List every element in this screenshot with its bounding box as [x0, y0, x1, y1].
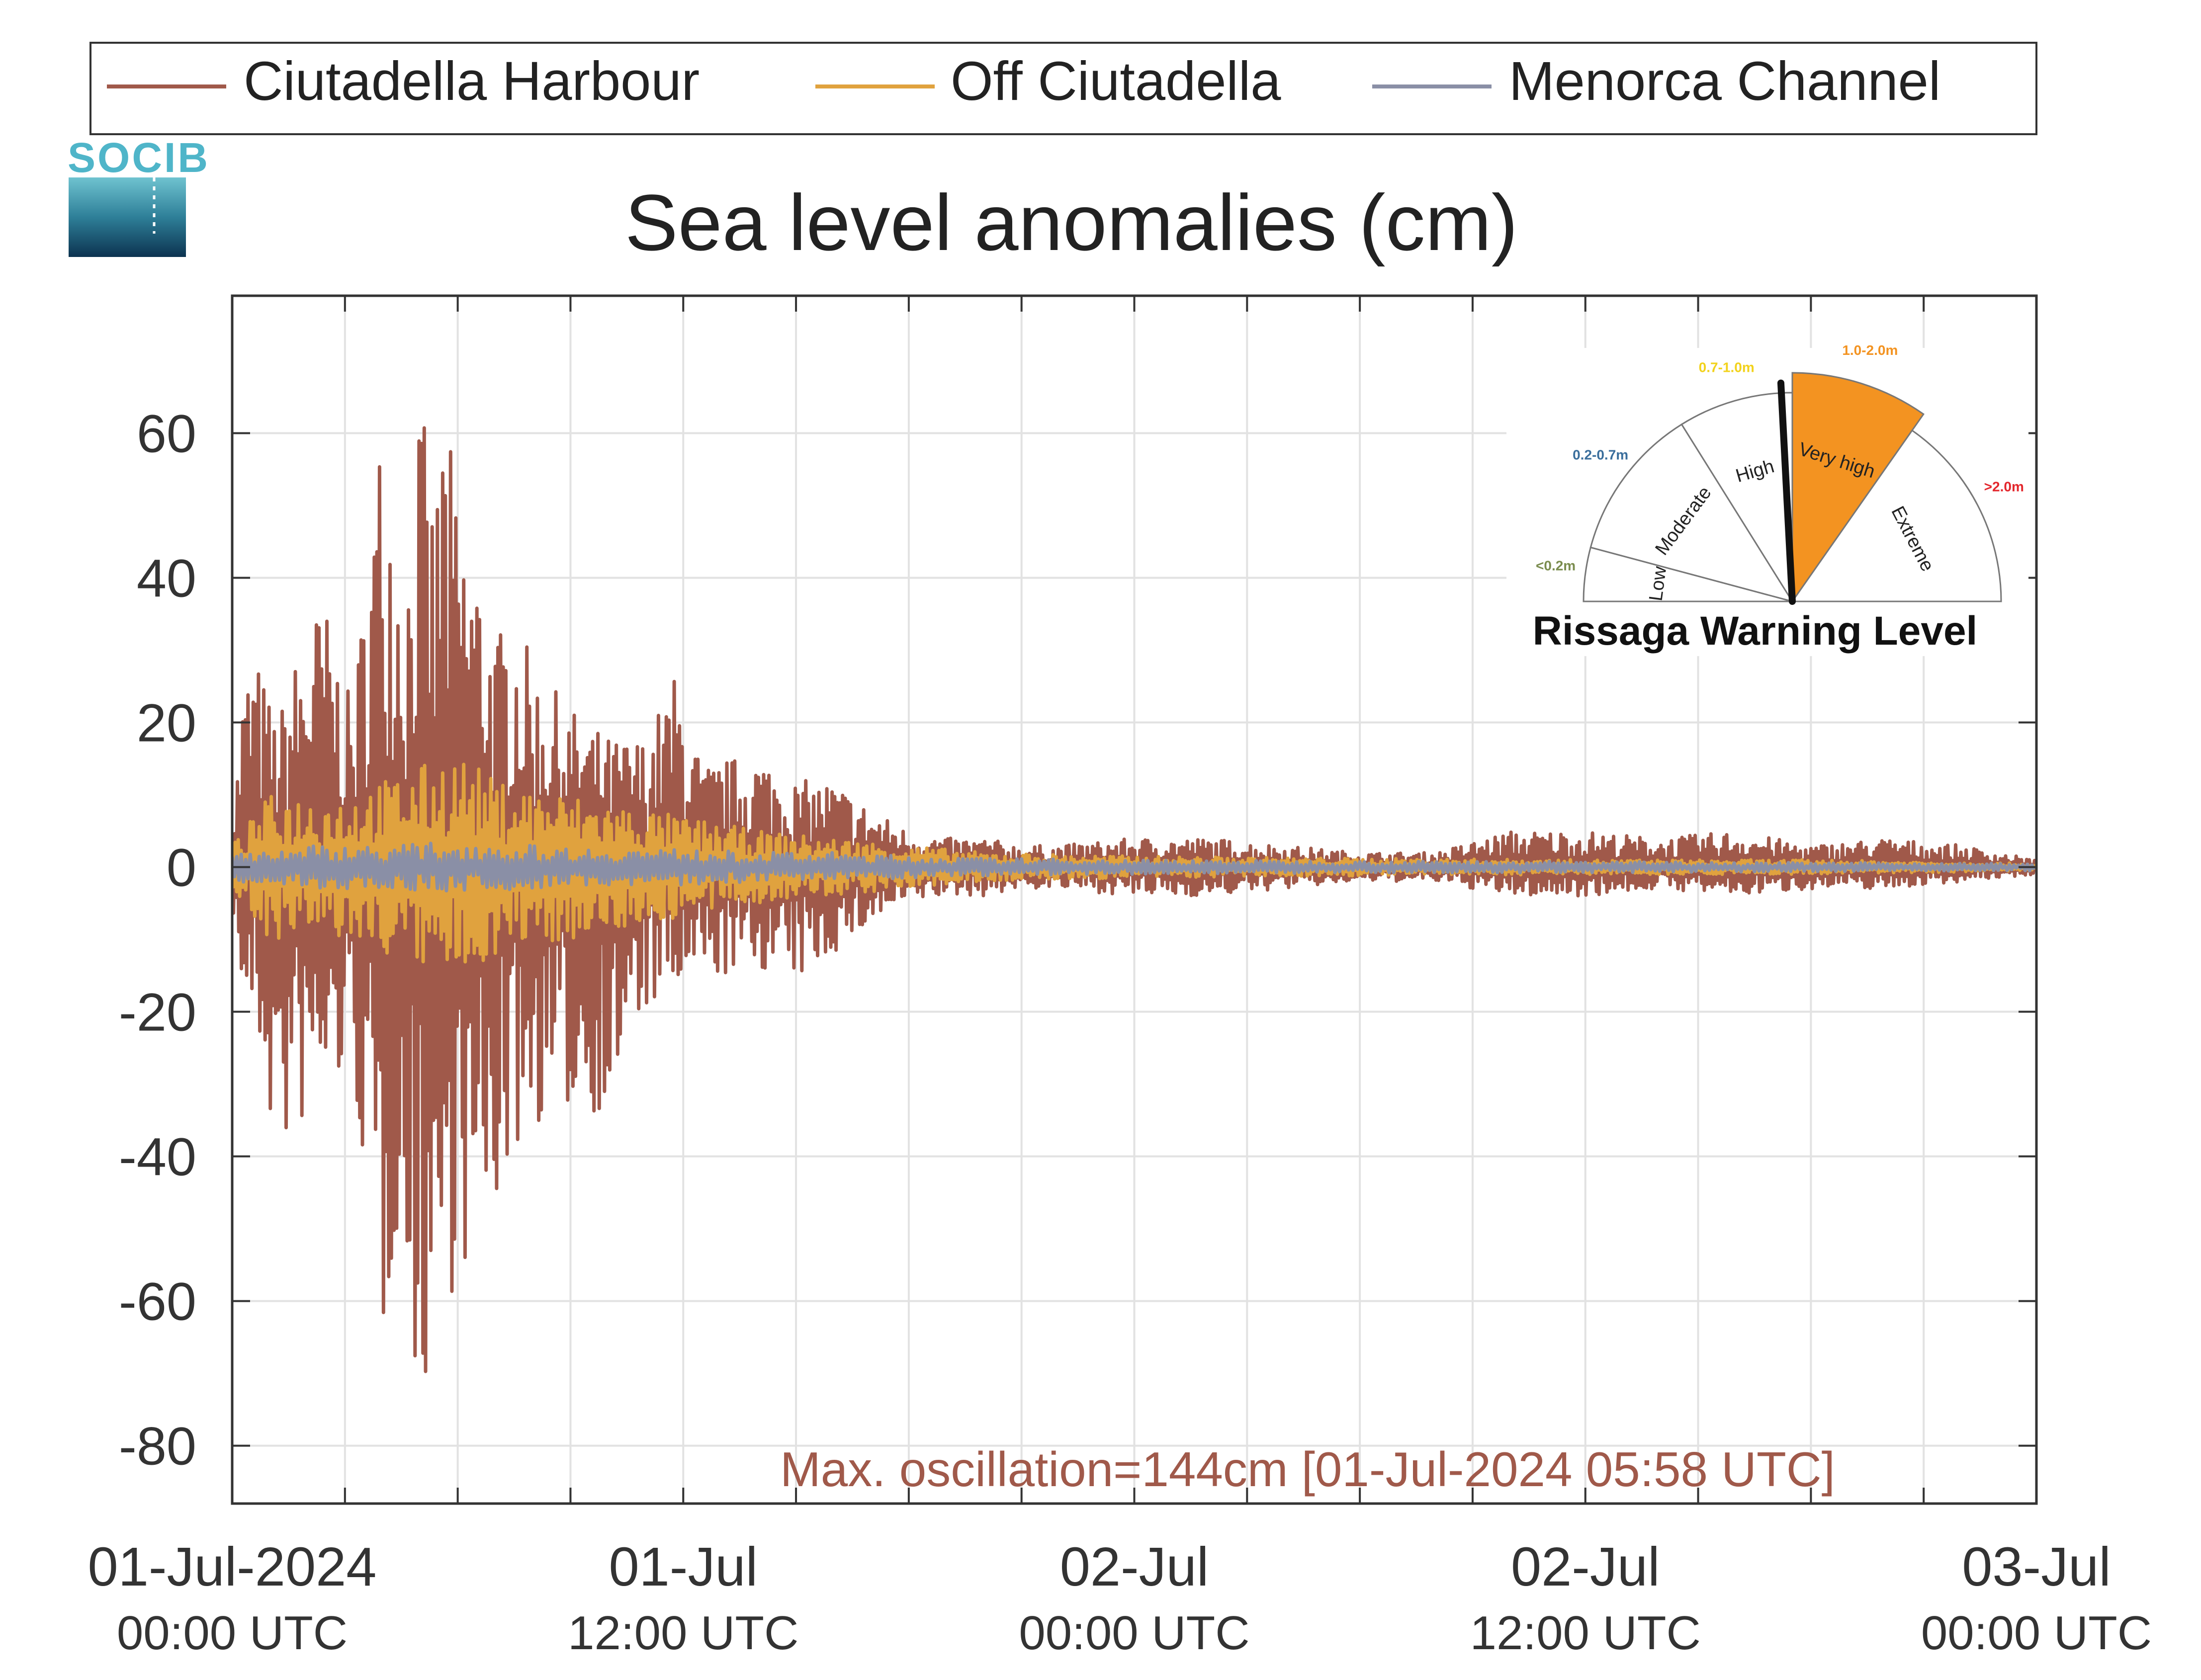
gauge-sector — [1589, 423, 1794, 603]
gauge-range-label: <0.2m — [1536, 558, 1576, 573]
legend-label-off: Off Ciutadella — [951, 51, 1281, 112]
gauge-title: Rissaga Warning Level — [1533, 608, 1978, 654]
y-tick-label: 20 — [137, 693, 196, 753]
y-tick-label: 60 — [137, 403, 196, 463]
x-tick-labels: 01-Jul-2024 00:00 UTC 01-Jul 12:00 UTC 02-Ju… — [88, 1536, 2152, 1660]
y-tick-label: -20 — [119, 982, 196, 1042]
gauge-range-label: 0.2-0.7m — [1573, 447, 1628, 462]
x-tick-label-time: 00:00 UTC — [1019, 1606, 1249, 1660]
x-tick-label-date: 02-Jul — [1511, 1536, 1660, 1597]
gauge-range-label: 1.0-2.0m — [1842, 342, 1898, 358]
x-tick-label-time: 12:00 UTC — [1470, 1606, 1701, 1660]
gauge-needle — [1777, 379, 1796, 605]
max-oscillation-annotation: Max. oscillation=144cm [01-Jul-2024 05:5… — [780, 1442, 1835, 1497]
legend-label-channel: Menorca Channel — [1509, 51, 1940, 112]
gauge-sector — [1791, 429, 2002, 602]
y-tick-label: -60 — [119, 1271, 196, 1332]
gauge-range-label: 0.7-1.0m — [1699, 360, 1755, 375]
series-layer — [232, 426, 2036, 1373]
x-tick-label-time: 00:00 UTC — [117, 1606, 348, 1660]
series-line — [232, 841, 2036, 893]
logo-text: SOCIB — [68, 134, 210, 181]
socib-logo: SOCIB — [68, 134, 210, 257]
gauge-sector-label: Low — [1646, 565, 1671, 602]
x-tick-label-date: 01-Jul-2024 — [88, 1536, 377, 1597]
y-tick-labels: 60 40 20 0 -20 -40 -60 -80 — [119, 403, 196, 1476]
legend: Ciutadella Harbour Off Ciutadella Menorc… — [89, 42, 2037, 135]
x-tick-label-date: 02-Jul — [1060, 1536, 1209, 1597]
gauge-sector — [1791, 372, 1925, 604]
gauge-range-label: >2.0m — [1984, 479, 2024, 494]
y-tick-label: -40 — [119, 1127, 196, 1187]
x-tick-label-time: 00:00 UTC — [1921, 1606, 2152, 1660]
x-tick-label-time: 12:00 UTC — [568, 1606, 798, 1660]
x-tick-label-date: 03-Jul — [1962, 1536, 2111, 1597]
logo-block — [69, 177, 186, 257]
y-tick-label: -80 — [119, 1416, 196, 1476]
legend-frame — [89, 42, 2037, 135]
y-tick-label: 0 — [167, 838, 196, 898]
chart-title: Sea level anomalies (cm) — [625, 178, 1518, 267]
y-tick-label: 40 — [137, 548, 196, 608]
rissaga-gauge: Low<0.2mModerate0.2-0.7mHigh0.7-1.0mVery… — [1506, 342, 2028, 656]
x-tick-label-date: 01-Jul — [609, 1536, 758, 1597]
legend-label-harbour: Ciutadella Harbour — [244, 51, 700, 112]
gauge-sectors: Low<0.2mModerate0.2-0.7mHigh0.7-1.0mVery… — [1536, 342, 2024, 605]
